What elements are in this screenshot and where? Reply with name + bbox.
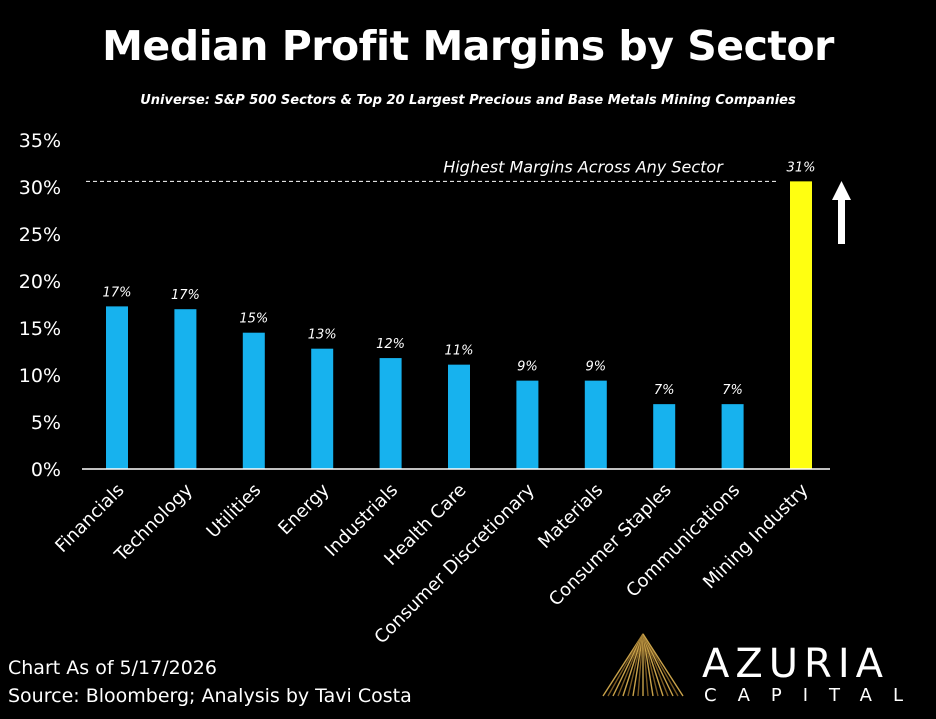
y-axis: 0% 5% 10% 15% 20% 25% 30% 35% bbox=[19, 130, 61, 481]
y-tick-label: 15% bbox=[19, 318, 61, 340]
y-tick-label: 30% bbox=[19, 177, 61, 199]
data-label: 7% bbox=[654, 383, 675, 398]
logo-ray bbox=[637, 633, 644, 697]
chart-subtitle: Universe: S&P 500 Sectors & Top 20 Large… bbox=[140, 93, 796, 108]
data-label: 11% bbox=[445, 344, 474, 359]
bars bbox=[106, 181, 812, 470]
y-tick-label: 5% bbox=[31, 412, 61, 434]
logo-ray bbox=[642, 633, 664, 697]
logo-ray bbox=[642, 633, 649, 697]
bar bbox=[448, 364, 470, 469]
y-tick-label: 20% bbox=[19, 271, 61, 293]
footer-source: Source: Bloomberg; Analysis by Tavi Cost… bbox=[8, 685, 412, 707]
data-label: 7% bbox=[722, 383, 743, 398]
bar bbox=[790, 181, 812, 470]
bar bbox=[242, 332, 265, 469]
logo-ray bbox=[642, 633, 654, 697]
reference-line-group: Highest Margins Across Any Sector bbox=[86, 157, 777, 182]
chart-title: Median Profit Margins by Sector bbox=[102, 22, 834, 70]
bar bbox=[311, 348, 334, 469]
up-arrow-icon bbox=[832, 181, 851, 244]
x-tick-label: Utilities bbox=[203, 480, 266, 543]
logo-ray bbox=[627, 633, 644, 697]
reference-line-label: Highest Margins Across Any Sector bbox=[443, 157, 724, 176]
data-label: 9% bbox=[585, 360, 606, 375]
logo-ray bbox=[642, 633, 674, 697]
logo-ray bbox=[602, 633, 644, 697]
logo-ray bbox=[617, 633, 644, 697]
data-label: 12% bbox=[376, 337, 405, 352]
data-label: 13% bbox=[308, 328, 337, 343]
brand-subtitle: CAPITAL bbox=[704, 685, 924, 706]
logo-ray bbox=[612, 633, 644, 697]
logo-ray bbox=[642, 633, 679, 697]
logo-ray bbox=[622, 633, 644, 697]
footer-date: Chart As of 5/17/2026 bbox=[8, 657, 217, 679]
bar bbox=[379, 358, 402, 469]
y-tick-label: 25% bbox=[19, 224, 61, 246]
x-tick-label: Materials bbox=[534, 480, 607, 553]
bar bbox=[721, 404, 744, 469]
bar bbox=[106, 306, 128, 469]
logo-ray bbox=[642, 633, 684, 697]
data-label: 31% bbox=[787, 160, 816, 175]
brand-name: AZURIA bbox=[702, 641, 889, 687]
logo-ray bbox=[642, 633, 669, 697]
y-tick-label: 0% bbox=[31, 459, 61, 481]
y-tick-label: 10% bbox=[19, 365, 61, 387]
data-label: 9% bbox=[517, 360, 538, 375]
data-label: 17% bbox=[171, 288, 200, 303]
data-label: 17% bbox=[103, 285, 132, 300]
x-tick-label: Communications bbox=[622, 480, 744, 602]
x-tick-label: Consumer Staples bbox=[545, 480, 676, 611]
data-label: 15% bbox=[239, 312, 268, 327]
bar bbox=[653, 404, 676, 469]
logo-ray bbox=[607, 633, 644, 697]
data-labels: 17% 17% 15% 13% 12% 11% 9% 9% 7% 7% 31% bbox=[103, 160, 816, 398]
y-tick-label: 35% bbox=[19, 130, 61, 152]
bar bbox=[584, 380, 607, 469]
bar bbox=[174, 309, 197, 469]
logo-ray bbox=[632, 633, 644, 697]
golden-rays-logo-icon bbox=[602, 633, 684, 697]
logo-ray bbox=[642, 633, 659, 697]
x-tick-label: Energy bbox=[274, 479, 334, 539]
bar bbox=[516, 380, 539, 469]
